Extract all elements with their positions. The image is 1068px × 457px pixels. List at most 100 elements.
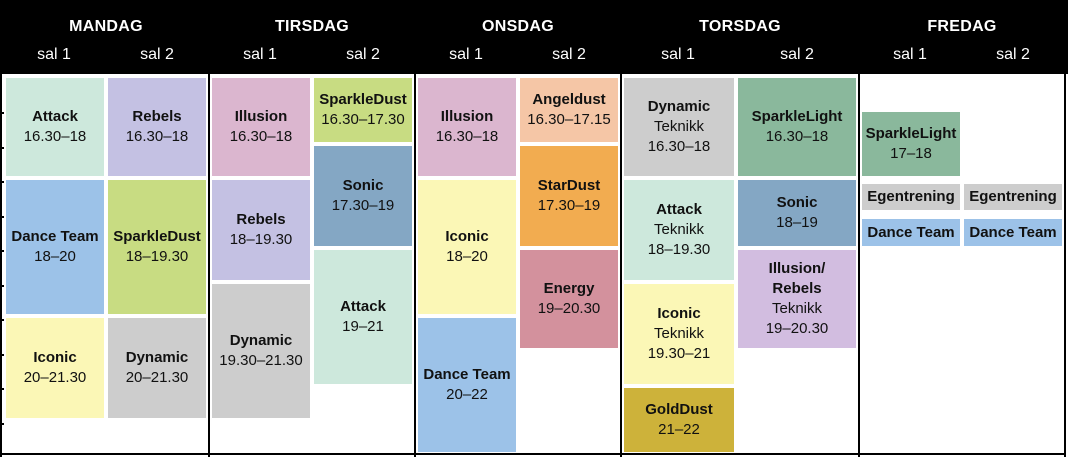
session-name: Rebels	[772, 279, 821, 299]
session-block: Attack 19–21	[314, 250, 412, 384]
session-block: Egentrening	[862, 184, 960, 210]
session-block: Egentrening	[964, 184, 1062, 210]
session-name: Sonic	[777, 193, 818, 213]
session-block: SparkleDust 18–19.30	[108, 180, 206, 314]
session-block: Dance Team 20–22	[418, 318, 516, 452]
session-name: Dynamic	[648, 97, 711, 117]
session-name: SparkleLight	[866, 124, 957, 144]
session-name: GoldDust	[645, 400, 713, 420]
session-block: Rebels 18–19.30	[212, 180, 310, 280]
session-block: Iconic 20–21.30	[6, 318, 104, 418]
session-time: 21–22	[658, 420, 700, 440]
session-block: Attack 16.30–18	[6, 78, 104, 176]
session-block: Illusion/Rebels Teknikk 19–20.30	[738, 250, 856, 348]
time-tick	[0, 354, 4, 356]
session-name: Dance Team	[969, 223, 1056, 243]
day-title-tirsdag: TIRSDAG	[210, 14, 414, 40]
time-tick	[0, 147, 4, 149]
session-time: 17.30–19	[332, 196, 395, 216]
session-name: Illusion	[441, 107, 494, 127]
session-name: Dance Team	[11, 227, 98, 247]
session-name: Illusion/	[769, 259, 826, 279]
session-block: Energy 19–20.30	[520, 250, 618, 348]
session-time: 17.30–19	[538, 196, 601, 216]
session-type: Teknikk	[772, 299, 822, 319]
hall-label: sal 1	[4, 44, 104, 66]
session-name: Egentrening	[867, 187, 955, 207]
hall-label: sal 2	[736, 44, 858, 66]
hall-label: sal 2	[106, 44, 208, 66]
day-divider	[208, 4, 210, 457]
day-divider	[620, 4, 622, 457]
session-time: 19.30–21	[648, 344, 711, 364]
session-name: Illusion	[235, 107, 288, 127]
session-time: 16.30–18	[126, 127, 189, 147]
time-tick	[0, 388, 4, 390]
session-type: Teknikk	[654, 324, 704, 344]
day-divider	[414, 4, 416, 457]
hall-label: sal 2	[962, 44, 1064, 66]
session-name: Dynamic	[230, 331, 293, 351]
session-name: Dynamic	[126, 348, 189, 368]
right-border	[1064, 0, 1066, 457]
time-tick	[0, 216, 4, 218]
session-time: 20–21.30	[126, 368, 189, 388]
session-name: Attack	[656, 200, 702, 220]
session-time: 16.30–17.30	[321, 110, 404, 130]
session-block: GoldDust 21–22	[624, 388, 734, 452]
session-block: Sonic 17.30–19	[314, 146, 412, 246]
session-time: 19–21	[342, 317, 384, 337]
session-name: Iconic	[33, 348, 76, 368]
session-block: Dance Team	[964, 219, 1062, 246]
session-block: Dynamic Teknikk 16.30–18	[624, 78, 734, 176]
day-title-torsdag: TORSDAG	[622, 14, 858, 40]
session-name: Attack	[32, 107, 78, 127]
session-name: Energy	[544, 279, 595, 299]
session-name: Sonic	[343, 176, 384, 196]
session-block: SparkleDust 16.30–17.30	[314, 78, 412, 142]
session-time: 16.30–18	[648, 137, 711, 157]
session-time: 16.30–18	[24, 127, 87, 147]
session-type: Teknikk	[654, 117, 704, 137]
day-title-fredag: FREDAG	[860, 14, 1064, 40]
session-time: 18–19.30	[230, 230, 293, 250]
bottom-border	[0, 453, 1066, 455]
session-time: 20–21.30	[24, 368, 87, 388]
session-time: 18–19.30	[648, 240, 711, 260]
session-name: Dance Team	[423, 365, 510, 385]
session-block: Dynamic 20–21.30	[108, 318, 206, 418]
session-block: Iconic Teknikk 19.30–21	[624, 284, 734, 384]
session-block: Angeldust 16.30–17.15	[520, 78, 618, 142]
session-block: Sonic 18–19	[738, 180, 856, 246]
session-block: Illusion 16.30–18	[212, 78, 310, 176]
session-time: 18–20	[34, 247, 76, 267]
time-tick	[0, 423, 4, 425]
hall-label: sal 1	[416, 44, 516, 66]
session-name: Egentrening	[969, 187, 1057, 207]
session-time: 19.30–21.30	[219, 351, 302, 371]
session-name: SparkleLight	[752, 107, 843, 127]
time-tick	[0, 112, 4, 114]
time-tick	[0, 181, 4, 183]
session-name: Rebels	[132, 107, 181, 127]
session-block: Attack Teknikk 18–19.30	[624, 180, 734, 280]
session-name: Angeldust	[532, 90, 605, 110]
session-time: 16.30–17.15	[527, 110, 610, 130]
session-name: SparkleDust	[319, 90, 407, 110]
session-time: 16.30–18	[436, 127, 499, 147]
session-block: SparkleLight 16.30–18	[738, 78, 856, 176]
hall-label: sal 2	[518, 44, 620, 66]
session-name: StarDust	[538, 176, 601, 196]
session-name: SparkleDust	[113, 227, 201, 247]
session-time: 20–22	[446, 385, 488, 405]
session-name: Iconic	[445, 227, 488, 247]
session-block: Dance Team	[862, 219, 960, 246]
session-block: Illusion 16.30–18	[418, 78, 516, 176]
hall-label: sal 1	[860, 44, 960, 66]
hall-label: sal 1	[210, 44, 310, 66]
session-time: 16.30–18	[766, 127, 829, 147]
session-time: 18–19.30	[126, 247, 189, 267]
session-time: 16.30–18	[230, 127, 293, 147]
session-block: SparkleLight 17–18	[862, 112, 960, 176]
